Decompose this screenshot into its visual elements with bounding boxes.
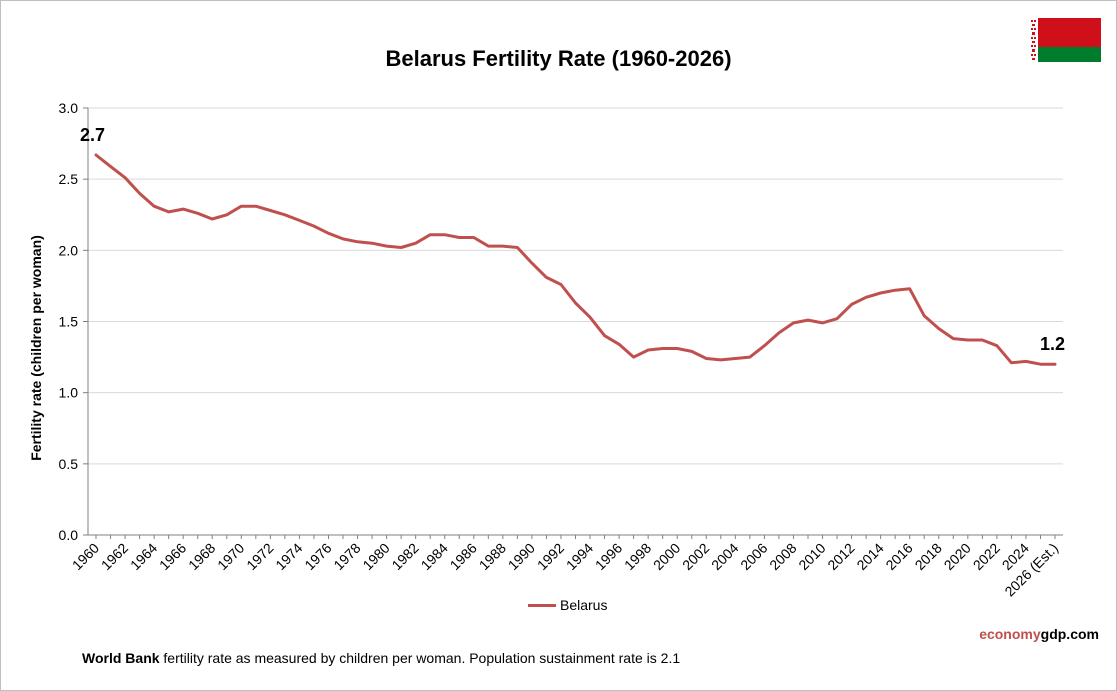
series-lines: [94, 153, 1057, 366]
brand-logo: economygdp.com: [979, 626, 1099, 642]
x-tick-label: 1990: [505, 540, 538, 573]
brand-part-1: economy: [979, 626, 1041, 642]
flag-ornament: [1031, 20, 1036, 60]
x-tick-label: 1964: [127, 540, 160, 573]
x-tick-label: 1974: [272, 540, 305, 573]
y-tick-label: 2.0: [59, 242, 79, 258]
x-tick-label: 2016: [882, 540, 915, 573]
x-tick-label: 1976: [301, 540, 334, 573]
axes: [83, 107, 1063, 539]
y-tick-label: 2.5: [59, 171, 79, 187]
x-tick-label: 1972: [243, 540, 276, 573]
chart-title: Belarus Fertility Rate (1960-2026): [385, 46, 732, 71]
x-tick-label: 2020: [941, 540, 974, 573]
flag-hoist-pattern: [1029, 18, 1038, 62]
flag-red-band: [1029, 18, 1101, 47]
x-tick-label: 1998: [621, 540, 654, 573]
y-tick-labels: 0.0 0.5 1.0 1.5 2.0 2.5 3.0: [59, 100, 79, 543]
x-tick-label: 1962: [98, 540, 131, 573]
y-tick-label: 0.0: [59, 527, 79, 543]
x-tick-label: 2022: [970, 540, 1003, 573]
x-tick-label: 1960: [69, 540, 102, 573]
data-label: 2.7: [80, 125, 105, 145]
x-tick-label: 2014: [853, 540, 886, 573]
y-tick-label: 0.5: [59, 456, 79, 472]
data-label: 1.2: [1040, 334, 1065, 354]
legend: Belarus: [528, 597, 607, 613]
x-tick-label: 2000: [650, 540, 683, 573]
belarus-flag-icon: [1029, 18, 1101, 62]
x-tick-label: 1986: [447, 540, 480, 573]
x-tick-label: 1982: [388, 540, 421, 573]
x-tick-label: 1988: [476, 540, 509, 573]
x-tick-label: 2012: [824, 540, 857, 573]
legend-swatch-belarus: [528, 603, 556, 607]
flag-green-band: [1029, 47, 1101, 62]
x-tick-label: 1968: [185, 540, 218, 573]
x-tick-label: 1978: [330, 540, 363, 573]
x-tick-label: 1970: [214, 540, 247, 573]
footnote-source: World Bank: [82, 650, 160, 666]
x-tick-label: 1980: [359, 540, 392, 573]
brand-part-2: gdp.com: [1040, 626, 1099, 642]
footnote-text: fertility rate as measured by children p…: [159, 650, 681, 666]
x-tick-label: 1984: [418, 540, 451, 573]
x-tick-label: 1996: [592, 540, 625, 573]
x-tick-label: 2004: [708, 540, 741, 573]
x-tick-label: 2010: [795, 540, 828, 573]
y-tick-label: 1.5: [59, 314, 79, 330]
x-tick-label: 1966: [156, 540, 189, 573]
footnote: World Bank fertility rate as measured by…: [82, 650, 680, 666]
x-tick-label: 2018: [912, 540, 945, 573]
x-tick-label: 2002: [679, 540, 712, 573]
x-tick-label: 1994: [563, 540, 596, 573]
annotations: 2.7 1.2: [80, 125, 1065, 354]
series-line-belarus: [94, 153, 1057, 366]
y-tick-label: 1.0: [59, 385, 79, 401]
x-tick-label: 2006: [737, 540, 770, 573]
x-tick-label: 2008: [766, 540, 799, 573]
x-tick-label: 1992: [534, 540, 567, 573]
x-tick-labels: 1960196219641966196819701972197419761978…: [69, 540, 1061, 600]
y-tick-label: 3.0: [59, 100, 79, 116]
gridlines: [88, 107, 1063, 465]
legend-label-belarus: Belarus: [560, 597, 608, 613]
